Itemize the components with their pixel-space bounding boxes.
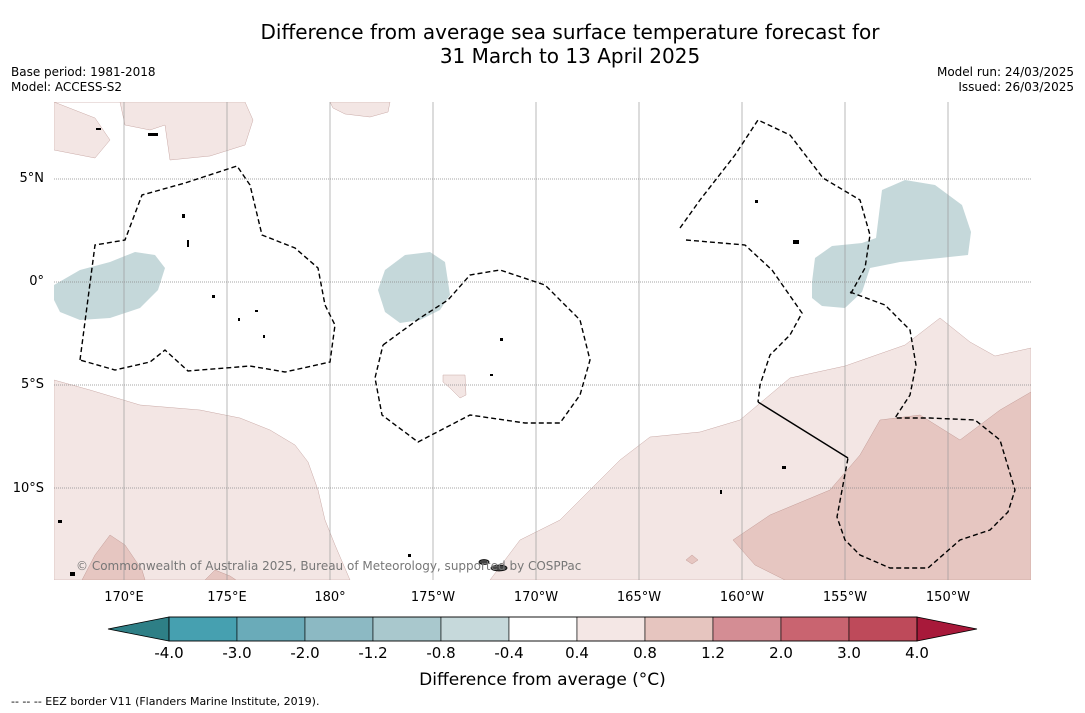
colorbar-segment: [780, 616, 850, 642]
colorbar-segment: [168, 616, 238, 642]
island: [478, 559, 490, 565]
lon-label-175e: 175°E: [207, 590, 247, 605]
island: [263, 335, 265, 338]
model-name: Model: ACCESS-S2: [11, 80, 123, 94]
colorbar-tick-label: 1.2: [701, 644, 725, 662]
colorbar-tick-label: -3.0: [222, 644, 252, 662]
island: [255, 310, 258, 312]
lon-label-175w: 175°W: [410, 590, 456, 605]
island: [238, 318, 240, 321]
lon-label-170e: 170°E: [104, 590, 144, 605]
islands: [58, 128, 799, 576]
colorbar-segment: [372, 616, 442, 642]
island: [58, 520, 62, 523]
lat-label-5n: 5°N: [19, 171, 45, 186]
warm-anomaly-region-islet: [442, 374, 467, 399]
island: [148, 133, 158, 136]
base-period: Base period: 1981-2018: [11, 65, 156, 79]
island: [490, 374, 493, 376]
copyright-notice: © Commonwealth of Australia 2025, Bureau…: [76, 559, 582, 573]
colorbar: [107, 616, 978, 642]
lon-label-170w: 170°W: [513, 590, 559, 605]
colorbar-label: Difference from average (°C): [419, 670, 666, 690]
warmer-anomaly-region-southwest: [81, 534, 146, 580]
colorbar-max-arrow: [916, 616, 978, 642]
map-title: Difference from average sea surface temp…: [0, 20, 1085, 68]
colorbar-tick-label: -2.0: [290, 644, 320, 662]
island: [755, 200, 758, 203]
run-info: Model run: 24/03/2025 Issued: 26/03/2025: [937, 65, 1074, 95]
island: [96, 128, 101, 130]
cool-anomaly-region-center: [378, 252, 450, 323]
model-info: Base period: 1981-2018 Model: ACCESS-S2: [11, 65, 156, 95]
colorbar-segment: [304, 616, 374, 642]
eez-border-east: [685, 239, 803, 403]
eez-border-boundary: [757, 401, 849, 459]
island: [408, 554, 411, 557]
eez-borders: [79, 119, 1016, 569]
eez-border-south: [836, 291, 1016, 569]
island: [182, 214, 185, 218]
island: [720, 490, 722, 494]
eez-border-northeast: [679, 119, 871, 296]
title-line-1: Difference from average sea surface temp…: [260, 20, 880, 44]
lat-label-10s: 10°S: [12, 481, 44, 496]
warm-anomaly-region-southwest: [54, 379, 351, 580]
cool-anomaly-region-east: [812, 180, 971, 308]
colorbar-segment: [236, 616, 306, 642]
lon-label-165w: 165°W: [616, 590, 662, 605]
colorbar-frame: [168, 616, 918, 642]
latitude-gridlines: [54, 178, 1031, 489]
lat-label-equator: 0°: [29, 274, 44, 289]
model-run: Model run: 24/03/2025: [936, 65, 1074, 79]
island: [187, 240, 189, 247]
lon-label-180: 180°: [314, 590, 346, 605]
warm-anomaly-region-northwest: [54, 102, 254, 161]
longitude-gridlines: [123, 102, 949, 580]
colorbar-segment: [508, 616, 578, 642]
island: [500, 338, 503, 341]
island: [70, 572, 75, 576]
colorbar-tick-label: 3.0: [837, 644, 861, 662]
colorbar-tick-label: 0.4: [565, 644, 589, 662]
colorbar-segment: [576, 616, 646, 642]
colorbar-segment: [712, 616, 782, 642]
eez-border-center: [374, 269, 591, 443]
lat-label-5s: 5°S: [20, 377, 44, 392]
colorbar-segments: [168, 616, 918, 642]
island: [782, 466, 786, 469]
island: [490, 564, 508, 572]
colorbar-segment: [644, 616, 714, 642]
warmer-anomaly-region-south-center: [204, 569, 237, 580]
lon-label-155w: 155°W: [822, 590, 868, 605]
lon-label-160w: 160°W: [719, 590, 765, 605]
eez-border-west: [79, 165, 336, 373]
colorbar-segment: [848, 616, 918, 642]
cool-anomaly-region-west: [54, 252, 165, 320]
map-plot-area: [54, 102, 1031, 580]
title-line-2: 31 March to 13 April 2025: [439, 44, 701, 68]
lon-label-150w: 150°W: [925, 590, 971, 605]
colorbar-tick-label: -0.4: [494, 644, 524, 662]
colorbar-tick-label: 0.8: [633, 644, 657, 662]
warmer-anomaly-region-southeast: [732, 391, 1031, 580]
colorbar-tick-label: 4.0: [905, 644, 929, 662]
colorbar-tick-label: -1.2: [358, 644, 388, 662]
warmer-anomaly-region-small: [685, 554, 699, 565]
colorbar-tick-label: -4.0: [154, 644, 184, 662]
island: [793, 240, 799, 244]
issued-date: Issued: 26/03/2025: [958, 80, 1074, 94]
island: [212, 295, 215, 298]
colorbar-segment: [440, 616, 510, 642]
colorbar-tick-label: 2.0: [769, 644, 793, 662]
colorbar-tick-label: -0.8: [426, 644, 456, 662]
eez-legend: -- -- -- EEZ border V11 (Flanders Marine…: [11, 695, 320, 708]
colorbar-min-arrow: [107, 616, 170, 642]
warm-anomaly-region-north-center: [329, 102, 391, 118]
